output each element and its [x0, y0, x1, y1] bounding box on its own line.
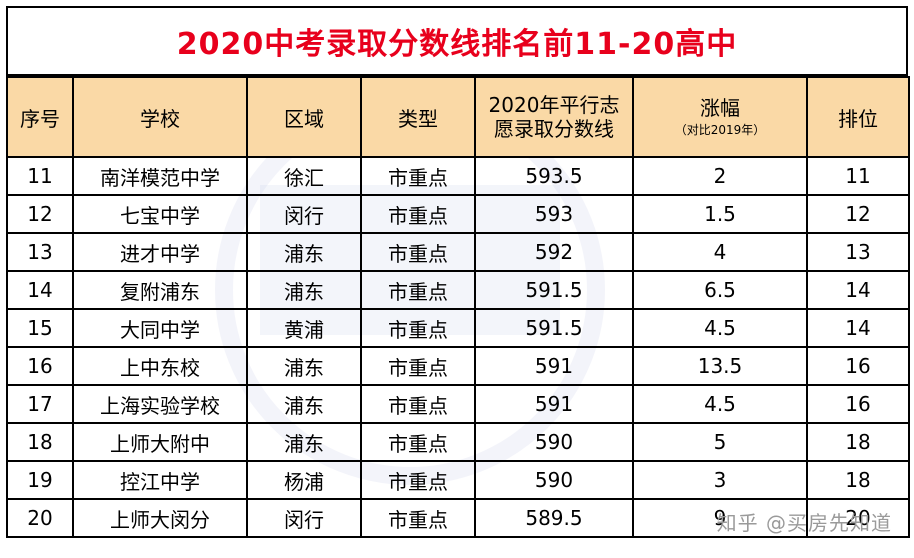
cell-no: 18	[6, 422, 74, 462]
cell-district: 浦东	[246, 270, 362, 310]
cell-type: 市重点	[360, 422, 476, 462]
cell-rank: 14	[806, 270, 910, 310]
table-row: 15 大同中学 黄浦 市重点 591.5 4.5 14	[6, 308, 910, 348]
cell-district: 杨浦	[246, 460, 362, 500]
cell-no: 20	[6, 498, 74, 538]
header-score-line1: 2020年平行志	[488, 93, 620, 117]
header-rise-main: 涨幅	[700, 96, 740, 120]
table-row: 20 上师大闵分 闵行 市重点 589.5 9 20	[6, 498, 910, 538]
score-table: 序号 学校 区域 类型 2020年平行志 愿录取分数线 涨幅 （对比2019年）…	[6, 76, 910, 538]
table-row: 14 复附浦东 浦东 市重点 591.5 6.5 14	[6, 270, 910, 310]
zhihu-watermark: 知乎 @买房先知道	[716, 511, 892, 535]
table-title: 2020中考录取分数线排名前11-20高中	[6, 6, 908, 76]
cell-no: 14	[6, 270, 74, 310]
cell-school: 进才中学	[72, 232, 248, 272]
cell-score: 590	[474, 460, 634, 500]
cell-district: 浦东	[246, 232, 362, 272]
cell-district: 浦东	[246, 384, 362, 424]
cell-score: 589.5	[474, 498, 634, 538]
table-row: 13 进才中学 浦东 市重点 592 4 13	[6, 232, 910, 272]
cell-type: 市重点	[360, 460, 476, 500]
cell-school: 七宝中学	[72, 194, 248, 234]
cell-score: 591	[474, 346, 634, 386]
cell-rise: 4.5	[632, 384, 808, 424]
cell-score: 591	[474, 384, 634, 424]
header-score: 2020年平行志 愿录取分数线	[474, 76, 634, 158]
cell-school: 大同中学	[72, 308, 248, 348]
cell-no: 13	[6, 232, 74, 272]
cell-school: 上师大闵分	[72, 498, 248, 538]
header-rank: 排位	[806, 76, 910, 158]
cell-no: 15	[6, 308, 74, 348]
cell-rise: 6.5	[632, 270, 808, 310]
cell-no: 12	[6, 194, 74, 234]
header-no: 序号	[6, 76, 74, 158]
cell-rise: 13.5	[632, 346, 808, 386]
cell-type: 市重点	[360, 384, 476, 424]
cell-rank: 16	[806, 346, 910, 386]
table-row: 19 控江中学 杨浦 市重点 590 3 18	[6, 460, 910, 500]
cell-score: 593.5	[474, 156, 634, 196]
cell-rise: 4	[632, 232, 808, 272]
header-rise: 涨幅 （对比2019年）	[632, 76, 808, 158]
header-district: 区域	[246, 76, 362, 158]
cell-school: 复附浦东	[72, 270, 248, 310]
cell-rise: 9	[632, 498, 808, 538]
cell-type: 市重点	[360, 232, 476, 272]
cell-district: 浦东	[246, 422, 362, 462]
cell-school: 上中东校	[72, 346, 248, 386]
cell-type: 市重点	[360, 346, 476, 386]
cell-rise: 4.5	[632, 308, 808, 348]
cell-score: 591.5	[474, 270, 634, 310]
cell-type: 市重点	[360, 308, 476, 348]
table-row: 18 上师大附中 浦东 市重点 590 5 18	[6, 422, 910, 462]
cell-rise: 3	[632, 460, 808, 500]
cell-district: 闵行	[246, 194, 362, 234]
cell-no: 19	[6, 460, 74, 500]
cell-school: 南洋模范中学	[72, 156, 248, 196]
cell-type: 市重点	[360, 156, 476, 196]
cell-no: 17	[6, 384, 74, 424]
cell-rank: 14	[806, 308, 910, 348]
cell-rank: 12	[806, 194, 910, 234]
cell-rank: 18	[806, 460, 910, 500]
cell-type: 市重点	[360, 194, 476, 234]
table-row: 11 南洋模范中学 徐汇 市重点 593.5 2 11	[6, 156, 910, 196]
table-row: 16 上中东校 浦东 市重点 591 13.5 16	[6, 346, 910, 386]
cell-no: 16	[6, 346, 74, 386]
header-rise-sub: （对比2019年）	[674, 123, 766, 137]
cell-type: 市重点	[360, 270, 476, 310]
header-row: 序号 学校 区域 类型 2020年平行志 愿录取分数线 涨幅 （对比2019年）…	[6, 76, 910, 158]
cell-district: 浦东	[246, 346, 362, 386]
cell-score: 593	[474, 194, 634, 234]
cell-school: 上海实验学校	[72, 384, 248, 424]
cell-score: 591.5	[474, 308, 634, 348]
header-score-line2: 愿录取分数线	[494, 117, 614, 141]
cell-school: 控江中学	[72, 460, 248, 500]
cell-no: 11	[6, 156, 74, 196]
header-school: 学校	[72, 76, 248, 158]
cell-rise: 1.5	[632, 194, 808, 234]
cell-school: 上师大附中	[72, 422, 248, 462]
cell-district: 闵行	[246, 498, 362, 538]
table-row: 12 七宝中学 闵行 市重点 593 1.5 12	[6, 194, 910, 234]
cell-rank: 13	[806, 232, 910, 272]
cell-score: 590	[474, 422, 634, 462]
cell-type: 市重点	[360, 498, 476, 538]
cell-score: 592	[474, 232, 634, 272]
cell-rank: 16	[806, 384, 910, 424]
table-row: 17 上海实验学校 浦东 市重点 591 4.5 16	[6, 384, 910, 424]
cell-rank: 20	[806, 498, 910, 538]
cell-rank: 11	[806, 156, 910, 196]
cell-district: 黄浦	[246, 308, 362, 348]
cell-rank: 18	[806, 422, 910, 462]
cell-rise: 2	[632, 156, 808, 196]
header-type: 类型	[360, 76, 476, 158]
cell-rise: 5	[632, 422, 808, 462]
cell-district: 徐汇	[246, 156, 362, 196]
